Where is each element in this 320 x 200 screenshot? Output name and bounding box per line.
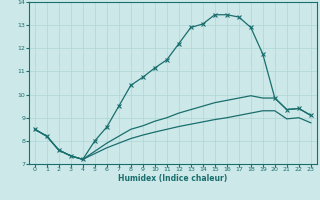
X-axis label: Humidex (Indice chaleur): Humidex (Indice chaleur) [118, 174, 228, 183]
